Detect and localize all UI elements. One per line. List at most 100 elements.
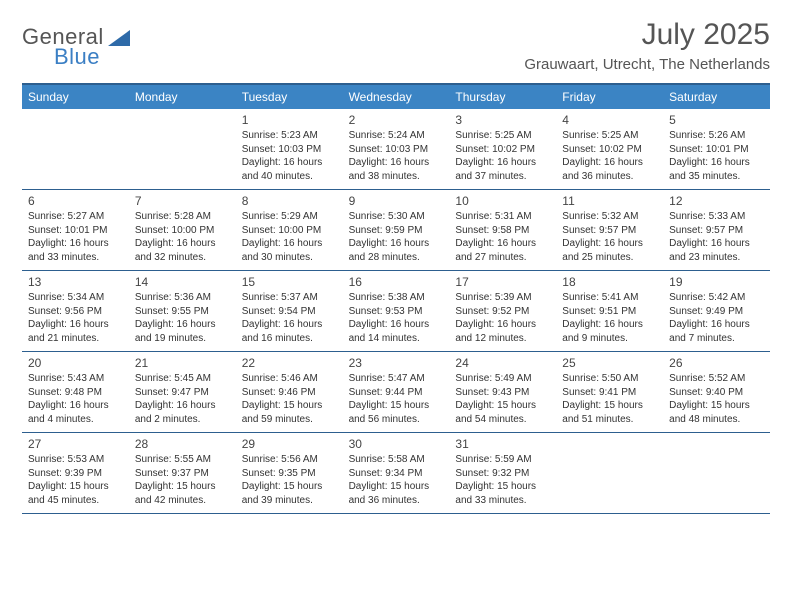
day-number: 25 bbox=[562, 356, 657, 370]
daylight-text: and 42 minutes. bbox=[135, 494, 230, 508]
daylight-text: and 9 minutes. bbox=[562, 332, 657, 346]
sunset-text: Sunset: 9:59 PM bbox=[349, 224, 444, 238]
daylight-text: and 39 minutes. bbox=[242, 494, 337, 508]
daylight-text: Daylight: 16 hours bbox=[349, 156, 444, 170]
day-number: 8 bbox=[242, 194, 337, 208]
sunrise-text: Sunrise: 5:45 AM bbox=[135, 372, 230, 386]
sunrise-text: Sunrise: 5:41 AM bbox=[562, 291, 657, 305]
daylight-text: and 54 minutes. bbox=[455, 413, 550, 427]
day-cell: 31Sunrise: 5:59 AMSunset: 9:32 PMDayligh… bbox=[449, 433, 556, 513]
daylight-text: Daylight: 16 hours bbox=[562, 237, 657, 251]
sunrise-text: Sunrise: 5:25 AM bbox=[562, 129, 657, 143]
location-subtitle: Grauwaart, Utrecht, The Netherlands bbox=[524, 56, 770, 73]
daylight-text: Daylight: 16 hours bbox=[135, 399, 230, 413]
day-number: 23 bbox=[349, 356, 444, 370]
daylight-text: Daylight: 16 hours bbox=[242, 237, 337, 251]
sunset-text: Sunset: 9:57 PM bbox=[562, 224, 657, 238]
sunset-text: Sunset: 9:32 PM bbox=[455, 467, 550, 481]
month-title: July 2025 bbox=[524, 18, 770, 52]
day-number: 12 bbox=[669, 194, 764, 208]
week-row: 20Sunrise: 5:43 AMSunset: 9:48 PMDayligh… bbox=[22, 352, 770, 433]
day-cell: 4Sunrise: 5:25 AMSunset: 10:02 PMDayligh… bbox=[556, 109, 663, 189]
daylight-text: and 7 minutes. bbox=[669, 332, 764, 346]
day-cell: 7Sunrise: 5:28 AMSunset: 10:00 PMDayligh… bbox=[129, 190, 236, 270]
sunset-text: Sunset: 9:58 PM bbox=[455, 224, 550, 238]
daylight-text: Daylight: 15 hours bbox=[349, 399, 444, 413]
sunrise-text: Sunrise: 5:43 AM bbox=[28, 372, 123, 386]
sunset-text: Sunset: 9:46 PM bbox=[242, 386, 337, 400]
sunrise-text: Sunrise: 5:42 AM bbox=[669, 291, 764, 305]
daylight-text: and 32 minutes. bbox=[135, 251, 230, 265]
sunrise-text: Sunrise: 5:29 AM bbox=[242, 210, 337, 224]
day-number: 1 bbox=[242, 113, 337, 127]
day-cell: 24Sunrise: 5:49 AMSunset: 9:43 PMDayligh… bbox=[449, 352, 556, 432]
day-number: 31 bbox=[455, 437, 550, 451]
day-cell: 28Sunrise: 5:55 AMSunset: 9:37 PMDayligh… bbox=[129, 433, 236, 513]
weekday-header: Thursday bbox=[449, 85, 556, 109]
day-cell: 26Sunrise: 5:52 AMSunset: 9:40 PMDayligh… bbox=[663, 352, 770, 432]
daylight-text: Daylight: 16 hours bbox=[455, 318, 550, 332]
sunset-text: Sunset: 9:52 PM bbox=[455, 305, 550, 319]
daylight-text: and 33 minutes. bbox=[455, 494, 550, 508]
daylight-text: Daylight: 16 hours bbox=[28, 318, 123, 332]
daylight-text: Daylight: 16 hours bbox=[28, 237, 123, 251]
daylight-text: and 12 minutes. bbox=[455, 332, 550, 346]
day-number: 24 bbox=[455, 356, 550, 370]
day-number: 18 bbox=[562, 275, 657, 289]
sunset-text: Sunset: 10:03 PM bbox=[349, 143, 444, 157]
daylight-text: and 40 minutes. bbox=[242, 170, 337, 184]
daylight-text: Daylight: 16 hours bbox=[242, 156, 337, 170]
weekday-header: Tuesday bbox=[236, 85, 343, 109]
daylight-text: and 4 minutes. bbox=[28, 413, 123, 427]
daylight-text: Daylight: 16 hours bbox=[669, 318, 764, 332]
week-row: 6Sunrise: 5:27 AMSunset: 10:01 PMDayligh… bbox=[22, 190, 770, 271]
day-cell: 15Sunrise: 5:37 AMSunset: 9:54 PMDayligh… bbox=[236, 271, 343, 351]
daylight-text: and 37 minutes. bbox=[455, 170, 550, 184]
day-number: 2 bbox=[349, 113, 444, 127]
daylight-text: Daylight: 16 hours bbox=[455, 237, 550, 251]
day-cell: 19Sunrise: 5:42 AMSunset: 9:49 PMDayligh… bbox=[663, 271, 770, 351]
sunset-text: Sunset: 9:53 PM bbox=[349, 305, 444, 319]
daylight-text: Daylight: 16 hours bbox=[135, 318, 230, 332]
sunrise-text: Sunrise: 5:36 AM bbox=[135, 291, 230, 305]
sunset-text: Sunset: 10:02 PM bbox=[455, 143, 550, 157]
daylight-text: and 27 minutes. bbox=[455, 251, 550, 265]
sunrise-text: Sunrise: 5:46 AM bbox=[242, 372, 337, 386]
daylight-text: and 51 minutes. bbox=[562, 413, 657, 427]
daylight-text: Daylight: 16 hours bbox=[669, 156, 764, 170]
daylight-text: and 36 minutes. bbox=[349, 494, 444, 508]
header: General Blue July 2025 Grauwaart, Utrech… bbox=[22, 18, 770, 73]
daylight-text: Daylight: 16 hours bbox=[242, 318, 337, 332]
daylight-text: Daylight: 16 hours bbox=[669, 237, 764, 251]
empty-day-cell bbox=[22, 109, 129, 189]
sunset-text: Sunset: 9:43 PM bbox=[455, 386, 550, 400]
week-row: 13Sunrise: 5:34 AMSunset: 9:56 PMDayligh… bbox=[22, 271, 770, 352]
sunset-text: Sunset: 10:00 PM bbox=[135, 224, 230, 238]
calendar-page: General Blue July 2025 Grauwaart, Utrech… bbox=[0, 0, 792, 514]
daylight-text: Daylight: 15 hours bbox=[455, 399, 550, 413]
sunrise-text: Sunrise: 5:32 AM bbox=[562, 210, 657, 224]
daylight-text: Daylight: 15 hours bbox=[562, 399, 657, 413]
sunrise-text: Sunrise: 5:34 AM bbox=[28, 291, 123, 305]
day-cell: 8Sunrise: 5:29 AMSunset: 10:00 PMDayligh… bbox=[236, 190, 343, 270]
day-cell: 11Sunrise: 5:32 AMSunset: 9:57 PMDayligh… bbox=[556, 190, 663, 270]
sunset-text: Sunset: 9:55 PM bbox=[135, 305, 230, 319]
sunset-text: Sunset: 9:54 PM bbox=[242, 305, 337, 319]
weekday-header: Wednesday bbox=[343, 85, 450, 109]
sunrise-text: Sunrise: 5:52 AM bbox=[669, 372, 764, 386]
sunset-text: Sunset: 9:35 PM bbox=[242, 467, 337, 481]
day-number: 28 bbox=[135, 437, 230, 451]
daylight-text: Daylight: 15 hours bbox=[28, 480, 123, 494]
day-number: 17 bbox=[455, 275, 550, 289]
daylight-text: and 56 minutes. bbox=[349, 413, 444, 427]
sunrise-text: Sunrise: 5:47 AM bbox=[349, 372, 444, 386]
day-cell: 3Sunrise: 5:25 AMSunset: 10:02 PMDayligh… bbox=[449, 109, 556, 189]
daylight-text: Daylight: 15 hours bbox=[669, 399, 764, 413]
day-number: 30 bbox=[349, 437, 444, 451]
daylight-text: Daylight: 16 hours bbox=[455, 156, 550, 170]
sunset-text: Sunset: 9:34 PM bbox=[349, 467, 444, 481]
daylight-text: and 28 minutes. bbox=[349, 251, 444, 265]
title-block: July 2025 Grauwaart, Utrecht, The Nether… bbox=[524, 18, 770, 73]
day-cell: 25Sunrise: 5:50 AMSunset: 9:41 PMDayligh… bbox=[556, 352, 663, 432]
sunrise-text: Sunrise: 5:28 AM bbox=[135, 210, 230, 224]
